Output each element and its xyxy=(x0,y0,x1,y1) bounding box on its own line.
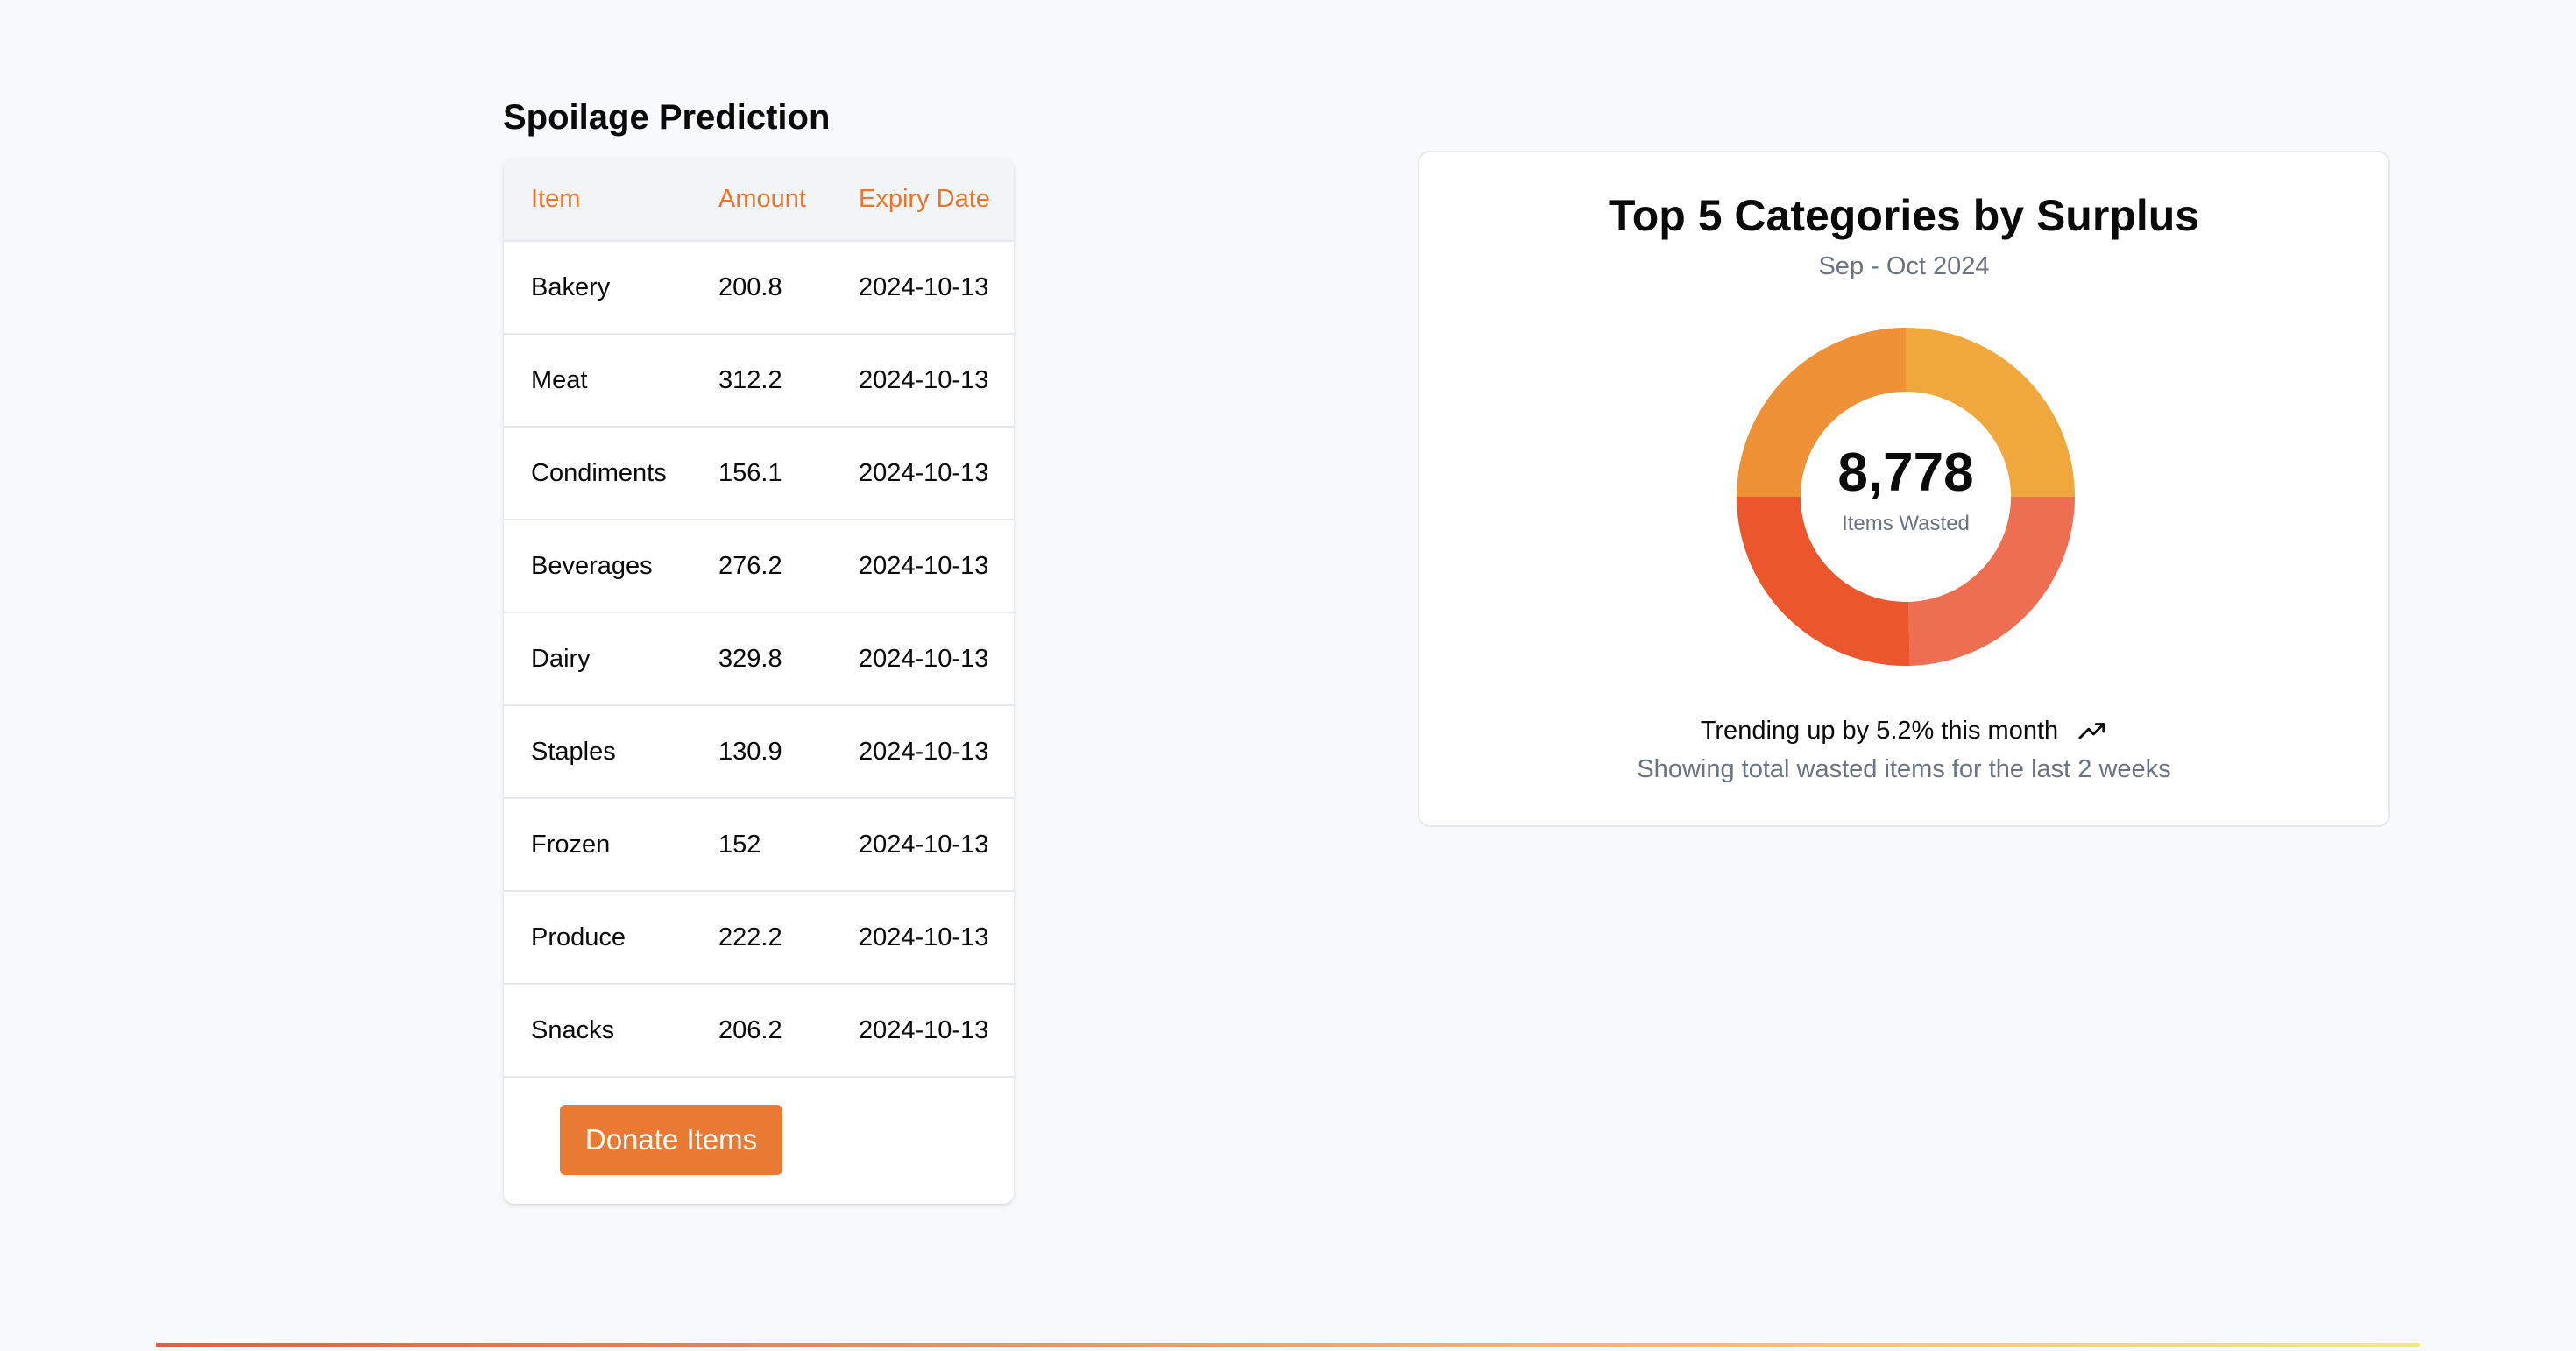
cell-expiry: 2024-10-13 xyxy=(859,830,989,859)
table-footer: Donate Items xyxy=(504,1078,1014,1200)
cell-expiry: 2024-10-13 xyxy=(859,737,989,766)
cell-expiry: 2024-10-13 xyxy=(859,272,989,301)
chart-title: Top 5 Categories by Surplus xyxy=(1608,191,2200,240)
table-row: Bakery 200.8 2024-10-13 xyxy=(504,242,1014,335)
table-header: Item Amount Expiry Date xyxy=(504,159,1014,242)
table-row: Dairy 329.8 2024-10-13 xyxy=(504,613,1014,706)
cell-amount: 152 xyxy=(718,830,761,859)
cell-item: Produce xyxy=(531,923,626,951)
donut-slice-4 xyxy=(1737,328,1906,497)
cell-expiry: 2024-10-13 xyxy=(859,365,989,394)
header-amount: Amount xyxy=(718,185,806,213)
table-row: Condiments 156.1 2024-10-13 xyxy=(504,428,1014,520)
cell-amount: 312.2 xyxy=(718,365,782,394)
cell-expiry: 2024-10-13 xyxy=(859,644,989,673)
trend-footnote: Showing total wasted items for the last … xyxy=(1637,755,2171,783)
donate-items-button[interactable]: Donate Items xyxy=(560,1105,782,1175)
cell-amount: 329.8 xyxy=(718,644,782,673)
cell-expiry: 2024-10-13 xyxy=(859,551,989,580)
cell-expiry: 2024-10-13 xyxy=(859,923,989,951)
donut-center-value: 8,778 xyxy=(1837,442,1973,503)
cell-item: Beverages xyxy=(531,551,653,580)
trend-text: Trending up by 5.2% this month xyxy=(1700,717,2059,745)
spoilage-table-card: Item Amount Expiry Date Bakery 200.8 202… xyxy=(504,159,1014,1204)
chart-subtitle: Sep - Oct 2024 xyxy=(1818,252,1990,280)
trend-line: Trending up by 5.2% this month xyxy=(1419,713,2388,748)
cell-item: Meat xyxy=(531,365,588,394)
bottom-gradient-divider xyxy=(156,1343,2420,1347)
cell-amount: 130.9 xyxy=(718,737,782,766)
donut-center-label: Items Wasted xyxy=(1842,512,1970,535)
cell-amount: 156.1 xyxy=(718,458,782,487)
cell-amount: 200.8 xyxy=(718,272,782,301)
cell-item: Staples xyxy=(531,737,616,766)
cell-item: Condiments xyxy=(531,458,667,487)
cell-expiry: 2024-10-13 xyxy=(859,1015,989,1044)
spoilage-title: Spoilage Prediction xyxy=(503,98,831,137)
header-expiry-date: Expiry Date xyxy=(859,185,990,213)
cell-item: Dairy xyxy=(531,644,591,673)
cell-item: Frozen xyxy=(531,830,611,859)
cell-expiry: 2024-10-13 xyxy=(859,458,989,487)
trending-up-icon xyxy=(2078,723,2105,739)
cell-item: Bakery xyxy=(531,272,611,301)
cell-item: Snacks xyxy=(531,1015,615,1044)
donut-slice-1 xyxy=(1906,328,2075,497)
table-row: Staples 130.9 2024-10-13 xyxy=(504,706,1014,799)
donut-slice-3 xyxy=(1737,497,1910,666)
table-row: Beverages 276.2 2024-10-13 xyxy=(504,520,1014,613)
donut-chart: 8,778 Items Wasted xyxy=(1737,328,2075,666)
donut-slice-2 xyxy=(1908,497,2075,666)
header-item: Item xyxy=(531,185,581,213)
table-row: Meat 312.2 2024-10-13 xyxy=(504,335,1014,428)
table-row: Snacks 206.2 2024-10-13 xyxy=(504,985,1014,1078)
table-row: Frozen 152 2024-10-13 xyxy=(504,799,1014,892)
cell-amount: 276.2 xyxy=(718,551,782,580)
cell-amount: 222.2 xyxy=(718,923,782,951)
cell-amount: 206.2 xyxy=(718,1015,782,1044)
table-row: Produce 222.2 2024-10-13 xyxy=(504,892,1014,985)
surplus-chart-card: Top 5 Categories by Surplus Sep - Oct 20… xyxy=(1418,151,2390,827)
